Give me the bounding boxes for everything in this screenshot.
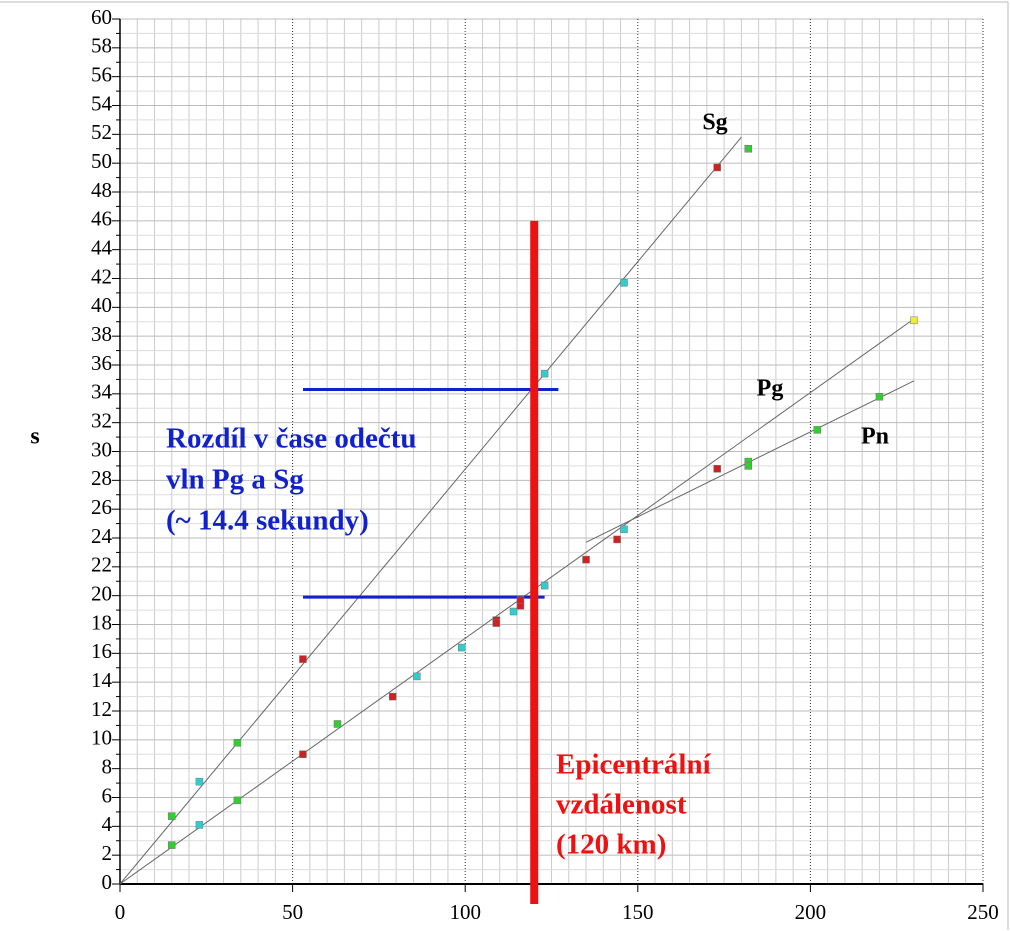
y-tick-label: 58: [91, 34, 112, 58]
point: [516, 596, 525, 604]
y-tick-label: 38: [91, 322, 112, 346]
x-tick-label: 50: [282, 900, 303, 924]
y-tick-label: 40: [91, 293, 112, 317]
line-label: Pn: [861, 424, 889, 450]
y-tick-label: 0: [102, 870, 113, 894]
y-tick-label: 52: [91, 120, 112, 144]
point: [195, 821, 204, 829]
y-tick-label: 8: [102, 754, 113, 778]
point: [233, 738, 242, 747]
point: [333, 720, 342, 728]
y-tick-label: 56: [91, 62, 112, 86]
y-tick-label: 24: [91, 524, 113, 548]
y-tick-label: 46: [91, 207, 112, 231]
y-tick-label: 60: [91, 5, 112, 29]
point: [540, 369, 549, 378]
y-axis-label: s: [30, 424, 39, 450]
point: [875, 392, 884, 401]
difference-text: Rozdíl v čase odečtu: [166, 423, 417, 455]
line-label: Sg: [702, 110, 727, 136]
y-tick-label: 42: [91, 264, 112, 288]
line-label: Pg: [757, 376, 784, 402]
point: [233, 796, 242, 805]
point: [413, 672, 421, 681]
y-tick-label: 54: [91, 91, 113, 115]
point: [713, 163, 721, 172]
point: [168, 812, 176, 820]
epicenter-text: (120 km): [556, 829, 666, 861]
point: [457, 643, 466, 652]
point: [582, 555, 590, 564]
point: [620, 525, 628, 534]
y-tick-label: 4: [102, 812, 113, 836]
point: [813, 426, 822, 434]
y-tick-label: 28: [91, 466, 112, 490]
x-tick-label: 100: [449, 900, 481, 924]
y-tick-label: 14: [91, 668, 113, 692]
y-tick-label: 18: [91, 610, 112, 634]
y-tick-label: 44: [91, 235, 113, 259]
point: [744, 145, 753, 153]
point: [509, 607, 518, 616]
difference-text: vln Pg a Sg: [166, 464, 304, 496]
point: [744, 462, 753, 470]
difference-text: (~ 14.4 sekundy): [166, 505, 369, 537]
epicenter-text: vzdálenost: [556, 789, 687, 821]
point: [388, 692, 397, 701]
point: [713, 465, 721, 473]
point: [613, 535, 621, 544]
y-tick-label: 26: [91, 495, 112, 519]
y-tick-label: 48: [91, 178, 112, 202]
y-tick-label: 20: [91, 581, 112, 605]
point: [620, 279, 628, 287]
y-tick-label: 6: [102, 783, 113, 807]
x-tick-label: 150: [622, 900, 654, 924]
point: [195, 777, 204, 786]
y-tick-label: 10: [91, 726, 112, 750]
epicenter-text: Epicentrální: [556, 749, 712, 781]
point: [492, 619, 501, 627]
y-tick-label: 50: [91, 149, 112, 173]
y-tick-label: 32: [91, 408, 112, 432]
point: [168, 841, 176, 849]
y-tick-label: 22: [91, 553, 112, 577]
y-tick-label: 36: [91, 351, 112, 375]
x-tick-label: 200: [795, 900, 827, 924]
y-tick-label: 34: [91, 380, 113, 404]
y-tick-label: 30: [91, 437, 112, 461]
x-tick-label: 0: [115, 900, 126, 924]
point: [910, 316, 918, 325]
fit-line: [119, 136, 742, 885]
point: [540, 581, 549, 590]
point: [299, 750, 307, 758]
x-tick-label: 250: [967, 900, 999, 924]
point: [299, 655, 307, 663]
y-tick-label: 12: [91, 697, 112, 721]
y-tick-label: 2: [102, 841, 113, 865]
y-tick-label: 16: [91, 639, 112, 663]
